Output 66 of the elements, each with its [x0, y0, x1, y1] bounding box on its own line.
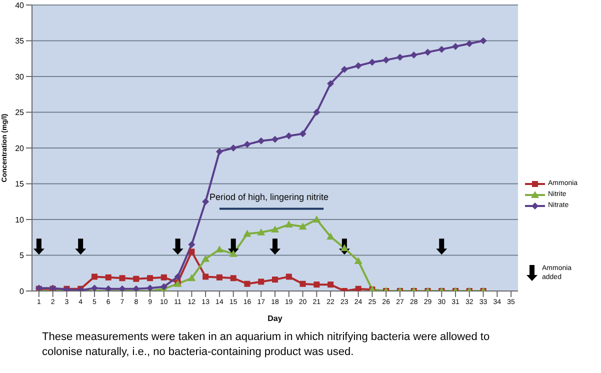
point [326, 232, 335, 240]
point [272, 136, 278, 143]
point [258, 137, 265, 144]
point [188, 241, 196, 248]
point [133, 276, 140, 282]
point [314, 282, 320, 288]
point [452, 42, 460, 50]
point [354, 256, 362, 264]
point [328, 282, 334, 288]
point [90, 284, 98, 291]
y-tick-label: 10 [15, 215, 25, 224]
point [396, 54, 404, 61]
point [327, 80, 334, 88]
point [480, 37, 487, 44]
point [313, 108, 320, 116]
point [146, 284, 154, 291]
point [298, 222, 307, 230]
point [286, 274, 292, 280]
point [355, 286, 362, 291]
point [382, 56, 390, 64]
point [188, 248, 195, 255]
y-tick-label: 5 [20, 251, 25, 260]
point [340, 66, 348, 73]
point [119, 275, 126, 282]
series-label: Period of high, lingering nitrite [209, 192, 329, 202]
point [243, 230, 252, 237]
point [300, 280, 306, 287]
point [216, 274, 222, 280]
point [257, 228, 266, 236]
point [312, 216, 321, 222]
point [91, 274, 98, 280]
point [354, 62, 362, 70]
point [202, 198, 210, 206]
point [410, 52, 418, 59]
y-tick-label: 25 [15, 108, 25, 118]
point [229, 250, 238, 257]
point [244, 140, 251, 148]
x-axis-title: Day [268, 314, 283, 323]
point [230, 275, 236, 282]
point [244, 280, 250, 287]
point [188, 274, 196, 282]
text: These measurements were taken in an aquarium in which nitrifying bacteria were allowed to colonise naturally, i.e., no bacteria-containing product was used. [42, 330, 491, 360]
point [216, 148, 223, 156]
point [438, 46, 446, 53]
point [466, 40, 473, 48]
y-tick-label: 20 [15, 144, 25, 153]
point [160, 274, 167, 280]
point [272, 276, 278, 283]
point [285, 132, 292, 140]
point [230, 144, 237, 152]
point [424, 48, 432, 56]
y-tick-label: 35 [15, 36, 25, 46]
y-tick-label: 40 [15, 0, 25, 10]
point [202, 254, 210, 262]
point [271, 226, 279, 233]
point [258, 278, 264, 285]
point [299, 130, 306, 138]
point [284, 220, 293, 228]
point [202, 274, 209, 280]
y-tick-label: 30 [15, 72, 25, 82]
y-tick-label: 15 [15, 180, 25, 189]
point [147, 275, 154, 282]
point [174, 273, 182, 280]
point [368, 58, 376, 66]
point [105, 274, 112, 280]
y-tick-label: 0 [20, 286, 25, 296]
